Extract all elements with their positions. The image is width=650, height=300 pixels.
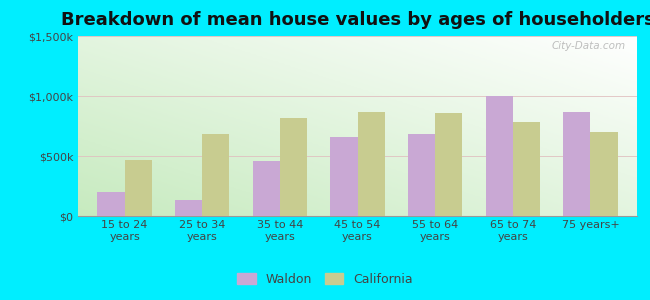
Bar: [590, 132, 618, 216]
Bar: [125, 160, 151, 216]
Bar: [358, 112, 385, 216]
Bar: [435, 113, 462, 216]
Text: City-Data.com: City-Data.com: [552, 41, 626, 51]
Bar: [253, 161, 280, 216]
Bar: [513, 122, 540, 216]
Bar: [98, 192, 125, 216]
Legend: Waldon, California: Waldon, California: [232, 268, 418, 291]
Bar: [280, 118, 307, 216]
Bar: [175, 200, 202, 216]
Bar: [486, 96, 513, 216]
Title: Breakdown of mean house values by ages of householders: Breakdown of mean house values by ages o…: [60, 11, 650, 29]
Bar: [408, 134, 435, 216]
Bar: [202, 134, 229, 216]
Bar: [564, 112, 590, 216]
Bar: [330, 137, 358, 216]
